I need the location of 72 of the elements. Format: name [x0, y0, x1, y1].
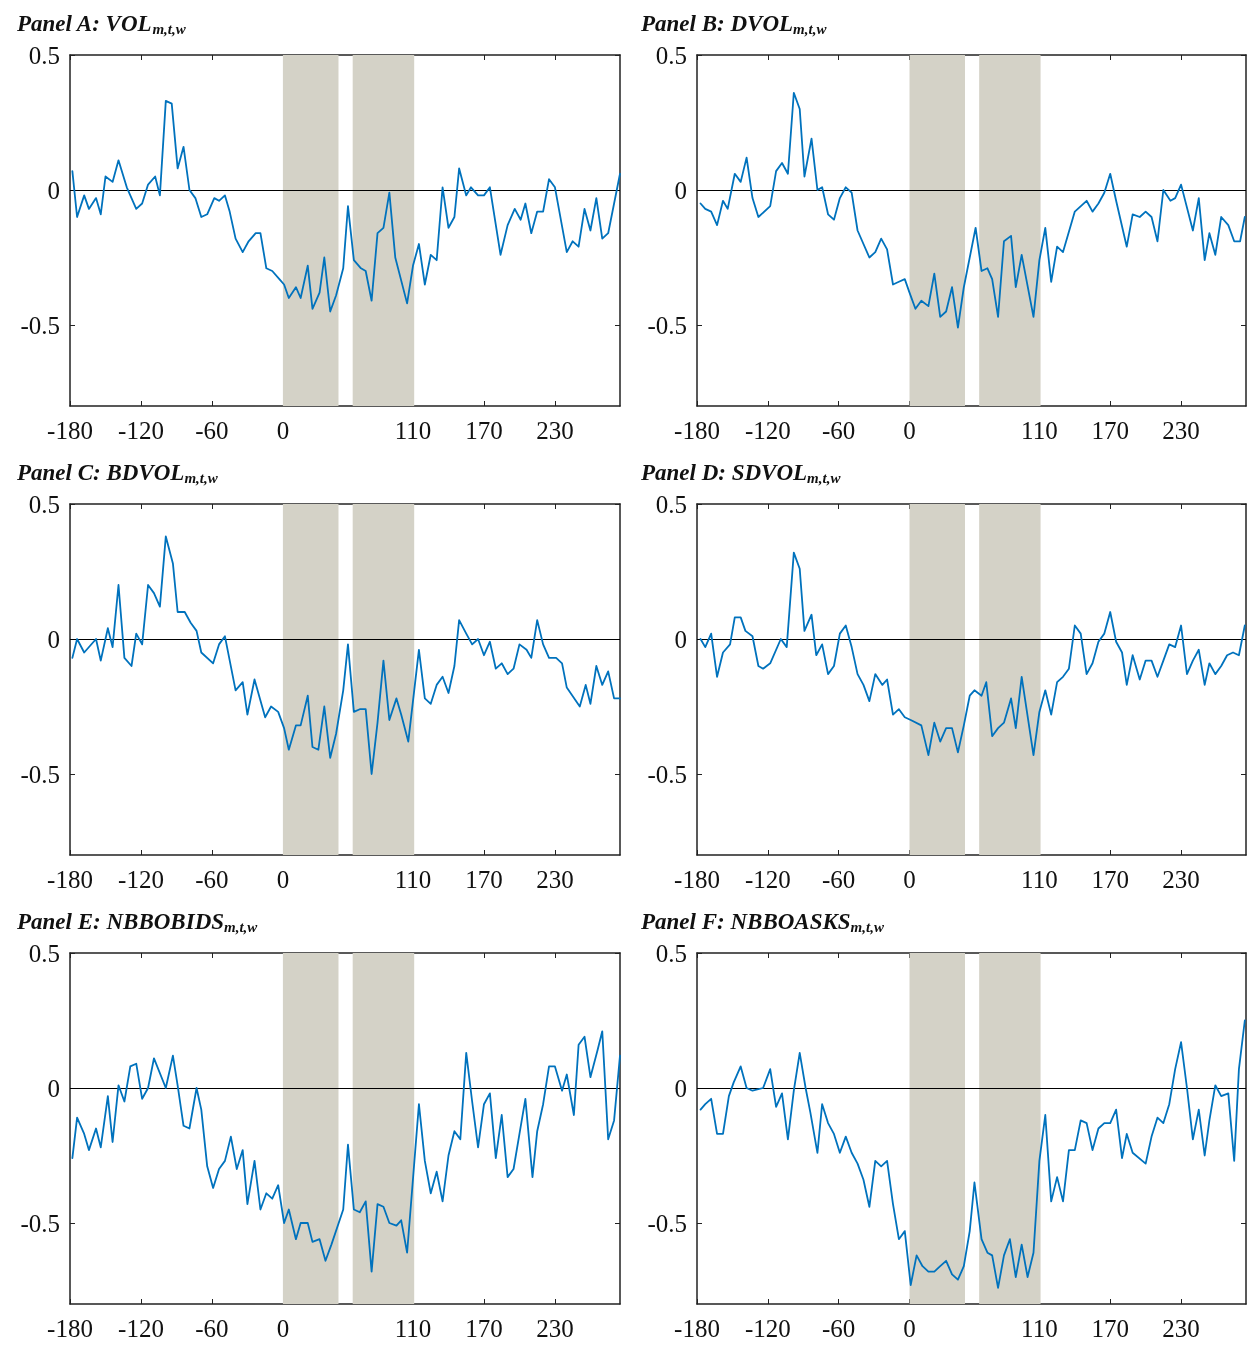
x-tick-label: -60 [822, 417, 856, 444]
chart-title: Panel A: VOLm,t,w [16, 11, 187, 37]
y-tick-label: 0 [47, 625, 60, 653]
y-tick-label: -0.5 [20, 311, 60, 339]
x-tick-label: -180 [674, 1315, 720, 1342]
y-tick-label: 0.5 [28, 41, 60, 69]
x-tick-label: -180 [47, 866, 93, 893]
x-tick-label: 170 [465, 417, 503, 444]
x-tick-label: 230 [1162, 1315, 1200, 1342]
x-tick-label: 170 [1091, 1315, 1129, 1342]
line-series [71, 100, 621, 313]
x-tick-label: -60 [195, 866, 229, 893]
x-tick-label: 0 [903, 866, 916, 893]
x-tick-label: -180 [674, 417, 720, 444]
x-tick-label: 170 [465, 866, 503, 893]
y-tick-label: -0.5 [20, 1209, 60, 1237]
x-tick-label: 0 [903, 417, 916, 444]
chart-title: Panel E: NBBOBIDSm,t,w [16, 909, 259, 935]
x-tick-label: 110 [1021, 1315, 1058, 1342]
x-tick-label: -60 [822, 1315, 856, 1342]
y-tick-label: 0.5 [28, 490, 60, 518]
x-tick-label: -120 [118, 417, 164, 444]
x-tick-label: 230 [536, 417, 574, 444]
x-tick-label: 0 [276, 866, 290, 893]
y-tick-label: 0.5 [655, 41, 687, 69]
x-tick-label: -60 [195, 417, 229, 444]
x-tick-label: -120 [744, 1315, 791, 1342]
x-tick-label: 110 [394, 1315, 432, 1342]
x-tick-label: -180 [47, 1315, 93, 1342]
x-tick-label: 170 [1091, 866, 1129, 893]
x-tick-label: 230 [536, 1315, 574, 1342]
chart-title: Panel F: NBBOASKSm,t,w [640, 909, 885, 935]
chart-title: Panel C: BDVOLm,t,w [16, 460, 219, 486]
x-tick-label: 170 [1091, 417, 1129, 444]
y-tick-label: -0.5 [647, 760, 687, 788]
y-tick-label: 0 [674, 625, 687, 653]
x-tick-label: -60 [822, 866, 856, 893]
x-tick-label: -120 [744, 417, 791, 444]
x-tick-label: 230 [536, 866, 574, 893]
y-tick-label: 0.5 [655, 939, 687, 967]
x-tick-label: -120 [118, 1315, 164, 1342]
chart-title: Panel B: DVOLm,t,w [640, 11, 828, 37]
line-series [71, 535, 621, 775]
line-series [699, 1019, 1246, 1289]
x-tick-label: 0 [276, 417, 290, 444]
y-tick-label: 0 [47, 1074, 60, 1102]
x-tick-label: 230 [1162, 417, 1200, 444]
y-tick-label: 0.5 [28, 939, 60, 967]
x-tick-label: -120 [744, 866, 791, 893]
y-tick-label: 0 [47, 176, 60, 204]
x-tick-label: -180 [674, 866, 720, 893]
x-tick-label: -180 [47, 417, 93, 444]
x-tick-label: 110 [1021, 417, 1058, 444]
y-tick-label: 0.5 [655, 490, 687, 518]
y-tick-label: 0 [674, 176, 687, 204]
x-tick-label: 0 [903, 1315, 916, 1342]
x-tick-label: 110 [1021, 866, 1058, 893]
x-tick-label: -120 [118, 866, 164, 893]
chart-title: Panel D: SDVOLm,t,w [640, 460, 842, 486]
y-tick-label: -0.5 [20, 760, 60, 788]
line-series [699, 91, 1246, 329]
line-series [71, 1030, 621, 1273]
y-tick-label: 0 [674, 1074, 687, 1102]
line-series [699, 551, 1246, 756]
x-tick-label: 170 [465, 1315, 503, 1342]
x-tick-label: 230 [1162, 866, 1200, 893]
x-tick-label: -60 [195, 1315, 229, 1342]
x-tick-label: 110 [394, 417, 432, 444]
y-tick-label: -0.5 [647, 311, 687, 339]
x-tick-label: 110 [394, 866, 432, 893]
y-tick-label: -0.5 [647, 1209, 687, 1237]
x-tick-label: 0 [276, 1315, 290, 1342]
